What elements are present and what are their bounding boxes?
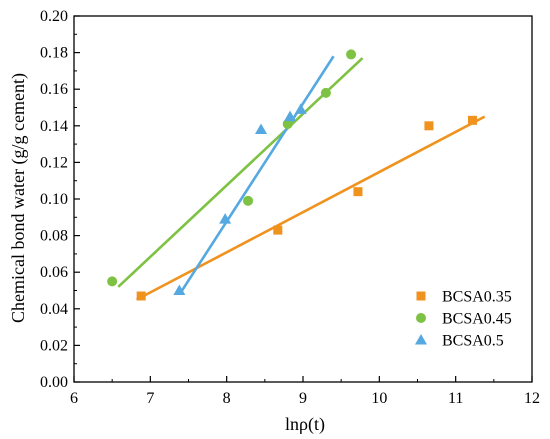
y-tick-label: 0.20 (40, 8, 68, 25)
data-point-bcsa0-45 (282, 118, 293, 129)
y-axis: 0.00 0.02 0.04 0.06 0.08 0.10 0.12 0.14 0.16 0.18… (40, 8, 80, 391)
data-point-bcsa0-5 (294, 103, 307, 114)
x-tick-label: 8 (223, 390, 231, 407)
data-point-bcsa0-35 (136, 291, 146, 301)
data-point-bcsa0-45 (243, 195, 254, 206)
legend: BCSA0.35 BCSA0.45 BCSA0.5 (415, 289, 512, 350)
y-tick-label: 0.02 (40, 337, 68, 354)
y-tick-label: 0.16 (40, 81, 68, 98)
y-axis-label: Chemical bond water (g/g cement) (8, 73, 29, 323)
data-point-bcsa0-5 (255, 123, 268, 134)
x-axis-label: lnρ(t) (285, 414, 325, 435)
y-tick-label: 0.06 (40, 264, 68, 281)
data-point-bcsa0-5 (173, 284, 186, 295)
fit-lines (117, 55, 486, 301)
data-points (107, 49, 477, 301)
fit-line-bcsa0-5 (179, 55, 335, 294)
legend-label: BCSA0.45 (442, 311, 512, 328)
x-tick-label: 6 (70, 390, 78, 407)
data-point-bcsa0-5 (219, 213, 232, 224)
y-tick-label: 0.04 (40, 301, 68, 318)
x-tick-label: 9 (299, 390, 307, 407)
legend-marker (415, 334, 427, 345)
data-point-bcsa0-45 (346, 49, 357, 60)
x-tick-label: 12 (524, 390, 540, 407)
data-point-bcsa0-45 (320, 87, 331, 98)
legend-label: BCSA0.35 (442, 289, 512, 306)
y-tick-label: 0.12 (40, 154, 68, 171)
y-tick-label: 0.18 (40, 45, 68, 62)
data-point-bcsa0-35 (353, 187, 363, 197)
fit-line-bcsa0-35 (135, 115, 486, 301)
y-tick-label: 0.10 (40, 191, 68, 208)
fit-line-bcsa0-45 (117, 57, 364, 288)
legend-label: BCSA0.5 (442, 333, 504, 350)
data-point-bcsa0-5 (284, 110, 297, 122)
x-tick-label: 10 (371, 390, 387, 407)
y-tick-label: 0.08 (40, 228, 68, 245)
y-tick-label: 0.14 (40, 118, 68, 135)
x-tick-label: 11 (448, 390, 463, 407)
data-point-bcsa0-35 (424, 121, 434, 131)
data-point-bcsa0-35 (273, 225, 283, 235)
data-point-bcsa0-45 (107, 276, 118, 287)
data-point-bcsa0-35 (467, 115, 477, 125)
legend-marker (416, 291, 426, 301)
y-tick-label: 0.00 (40, 374, 68, 391)
legend-marker (416, 313, 426, 323)
x-axis: 6 7 8 9 10 11 12 (70, 376, 540, 407)
x-tick-label: 7 (146, 390, 154, 407)
